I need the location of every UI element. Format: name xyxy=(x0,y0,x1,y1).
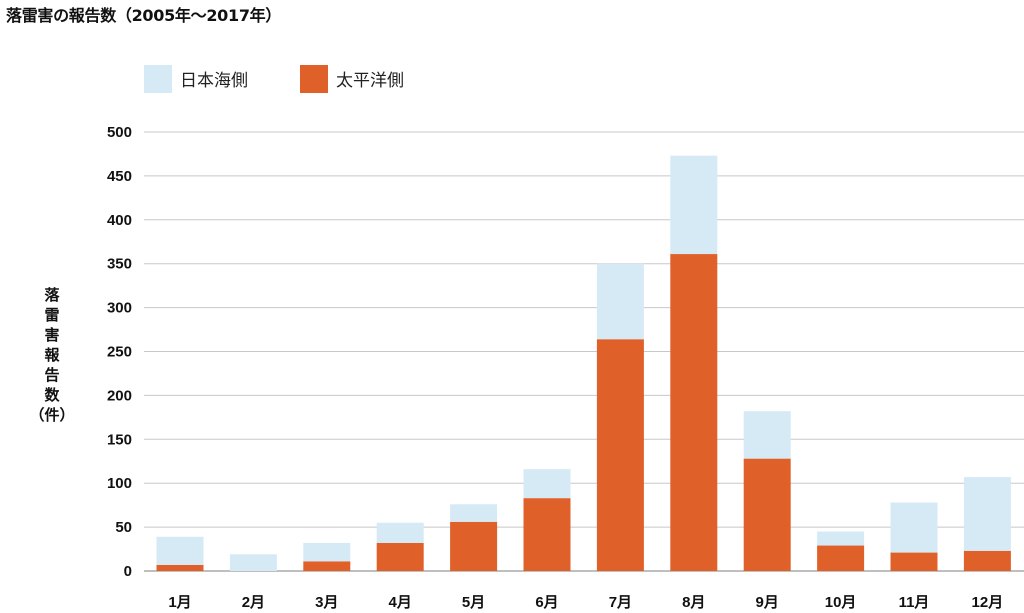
y-axis-label-line-1: 落 xyxy=(44,286,60,304)
legend-swatch-pacific xyxy=(300,65,328,93)
y-tick-label-300: 300 xyxy=(107,300,132,317)
x-tick-label-6: 6月 xyxy=(535,594,558,611)
bar-pacific-6 xyxy=(523,498,571,571)
bar-pacific-10 xyxy=(817,545,865,571)
bar-japan-sea-10 xyxy=(817,531,865,546)
bar-pacific-4 xyxy=(376,542,424,571)
y-tick-label-150: 150 xyxy=(107,431,132,448)
x-tick-label-7: 7月 xyxy=(609,594,632,611)
x-tick-label-10: 10月 xyxy=(825,594,857,611)
y-tick-label-500: 500 xyxy=(107,124,132,141)
bar-japan-sea-6 xyxy=(523,469,571,499)
bar-japan-sea-8 xyxy=(670,155,718,255)
y-axis-label-line-7: （件） xyxy=(29,406,74,424)
bar-pacific-9 xyxy=(743,458,791,571)
y-tick-label-200: 200 xyxy=(107,387,132,404)
legend-label-japan-sea: 日本海側 xyxy=(180,71,248,91)
bar-pacific-12 xyxy=(963,550,1011,571)
x-tick-label-5: 5月 xyxy=(462,594,485,611)
y-axis-ticks: 0 50 100 150 200 250 300 350 400 450 500 xyxy=(107,124,132,580)
bar-pacific-1 xyxy=(156,564,204,571)
gridlines xyxy=(144,131,1024,572)
y-axis-label-line-5: 告 xyxy=(44,366,59,384)
bar-japan-sea-12 xyxy=(963,477,1011,551)
y-tick-label-450: 450 xyxy=(107,168,132,185)
y-tick-label-250: 250 xyxy=(107,344,132,361)
bar-pacific-3 xyxy=(303,561,351,571)
chart-legend: 日本海側 太平洋側 xyxy=(144,65,404,93)
y-axis-label-line-3: 害 xyxy=(44,326,59,344)
y-axis-label-line-6: 数 xyxy=(44,386,60,404)
x-tick-label-2: 2月 xyxy=(242,594,265,611)
bar-japan-sea-3 xyxy=(303,542,351,562)
y-tick-label-100: 100 xyxy=(107,475,132,492)
bar-pacific-8 xyxy=(670,254,718,572)
bar-japan-sea-7 xyxy=(596,263,644,340)
legend-label-pacific: 太平洋側 xyxy=(336,71,404,91)
y-tick-label-400: 400 xyxy=(107,212,132,229)
bar-pacific-7 xyxy=(596,339,644,571)
y-tick-label-50: 50 xyxy=(115,519,132,536)
bar-japan-sea-11 xyxy=(890,502,938,553)
x-tick-label-9: 9月 xyxy=(756,594,779,611)
x-tick-label-12: 12月 xyxy=(972,594,1004,611)
chart-title: 落雷害の報告数（2005年〜2017年） xyxy=(6,6,282,25)
bar-pacific-5 xyxy=(450,521,498,571)
x-tick-label-4: 4月 xyxy=(389,594,412,611)
y-axis-label-line-4: 報 xyxy=(44,346,60,364)
bars xyxy=(156,155,1011,572)
x-axis-ticks: 1月 2月 3月 4月 5月 6月 7月 8月 9月 10月 11月 12月 xyxy=(168,594,1003,611)
legend-swatch-japan-sea xyxy=(144,65,172,93)
x-tick-label-1: 1月 xyxy=(168,594,191,611)
bar-japan-sea-4 xyxy=(376,522,424,543)
y-axis-label-line-2: 雷 xyxy=(44,306,59,324)
bar-japan-sea-9 xyxy=(743,411,791,459)
x-tick-label-8: 8月 xyxy=(682,594,705,611)
y-tick-label-0: 0 xyxy=(124,563,132,580)
y-tick-label-350: 350 xyxy=(107,256,132,273)
x-tick-label-3: 3月 xyxy=(315,594,338,611)
bar-japan-sea-5 xyxy=(450,504,498,522)
x-tick-label-11: 11月 xyxy=(899,594,930,611)
bar-pacific-11 xyxy=(890,552,938,571)
bar-japan-sea-1 xyxy=(156,536,204,565)
bar-japan-sea-2 xyxy=(229,554,277,571)
